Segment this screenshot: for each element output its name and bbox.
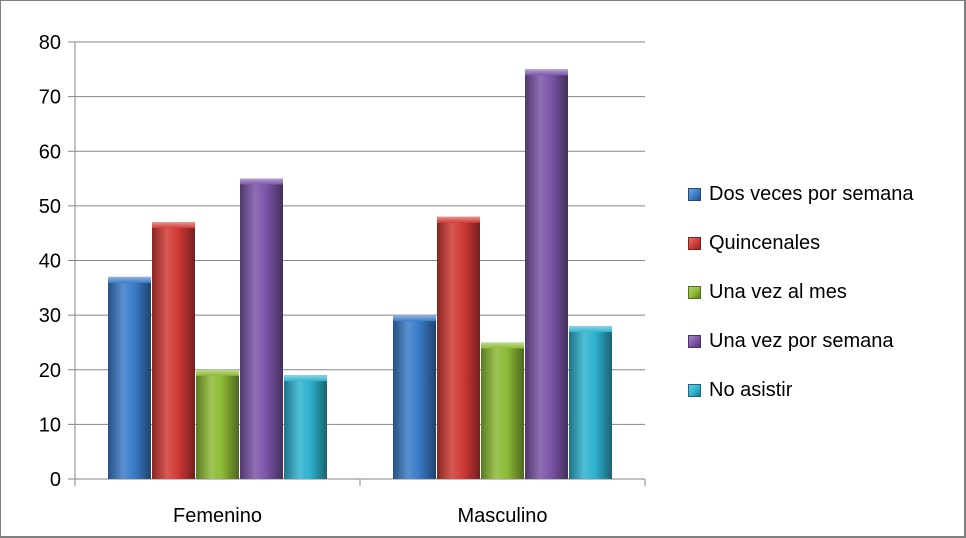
y-tick-label: 30: [39, 305, 61, 327]
legend-label: Una vez al mes: [709, 281, 847, 303]
bar-quincenales-femenino: [152, 222, 195, 479]
legend-swatch: [688, 384, 701, 397]
bar-dos-veces-por-semana-masculino: [393, 315, 436, 479]
x-tick-label: Masculino: [457, 505, 547, 527]
bar-highlight: [240, 178, 283, 185]
x-tick-label: Femenino: [173, 505, 262, 527]
bar-highlight: [152, 222, 195, 229]
y-tick-label: 60: [39, 141, 61, 163]
y-tick-label: 70: [39, 87, 61, 109]
y-tick-label: 50: [39, 196, 61, 218]
legend-label: Quincenales: [709, 232, 821, 254]
bar-quincenales-masculino: [437, 216, 480, 480]
legend-item: Quincenales: [688, 219, 914, 268]
bar-dos-veces-por-semana-femenino: [108, 276, 151, 479]
legend-swatch: [688, 237, 701, 250]
y-tick-label: 0: [50, 469, 61, 491]
bar-una-vez-al-mes-masculino: [481, 342, 524, 479]
bars: [108, 69, 612, 480]
y-tick-label: 80: [39, 32, 61, 54]
bar-no-asistir-masculino: [569, 326, 612, 479]
legend-swatch: [688, 335, 701, 348]
legend-swatch: [688, 188, 701, 201]
bar-no-asistir-femenino: [284, 375, 327, 479]
bar-highlight: [284, 375, 327, 382]
legend-label: Una vez por semana: [709, 330, 894, 352]
bar-una-vez-al-mes-femenino: [196, 369, 239, 479]
legend-item: No asistir: [688, 366, 914, 415]
bar-highlight: [569, 326, 612, 333]
y-tick-label: 20: [39, 360, 61, 382]
legend-label: No asistir: [709, 379, 793, 401]
bar-una-vez-por-semana-masculino: [525, 69, 568, 479]
y-tick-label: 10: [39, 414, 61, 436]
legend-label: Dos veces por semana: [709, 183, 914, 205]
chart-frame-right-edge: [964, 0, 966, 538]
legend-swatch: [688, 286, 701, 299]
bar-highlight: [393, 315, 436, 322]
bar-una-vez-por-semana-femenino: [240, 178, 283, 479]
bar-highlight: [525, 69, 568, 76]
bar-highlight: [437, 216, 480, 223]
bar-highlight: [481, 342, 524, 349]
legend-item: Una vez al mes: [688, 268, 914, 317]
bar-highlight: [108, 276, 151, 283]
legend-item: Una vez por semana: [688, 317, 914, 366]
bar-highlight: [196, 369, 239, 376]
tick-labels: 0 10 20 30 40 50 60 70 80 Femenino Masculino: [39, 32, 548, 527]
y-tick-label: 40: [39, 251, 61, 273]
legend-item: Dos veces por semana: [688, 170, 914, 219]
chart-frame-bottom-edge: [0, 536, 966, 538]
legend: Dos veces por semana Quincenales Una vez a…: [688, 170, 914, 415]
